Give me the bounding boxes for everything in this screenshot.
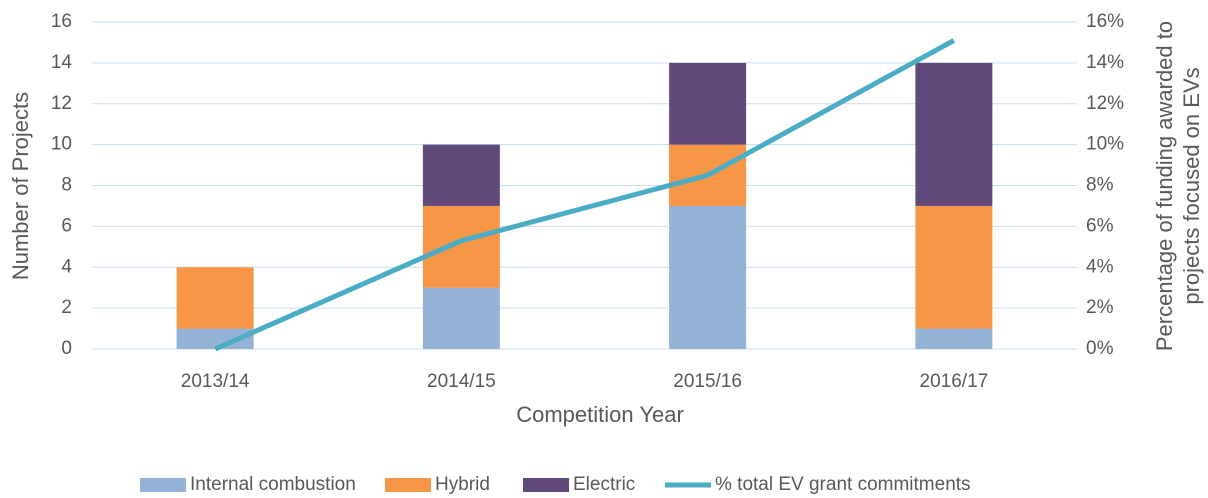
y2-tick-label: 8% [1086,175,1114,196]
bar-segment [176,328,254,349]
line-series [214,38,956,352]
y2-tick-label: 12% [1086,93,1124,114]
bar-segment [915,328,993,349]
legend-label: Electric [573,474,635,495]
bar-segment [669,205,747,349]
y-tick-label: 8 [61,175,72,196]
y2-tick-label: 16% [1086,11,1124,32]
y-tick-label: 6 [61,215,72,236]
x-tick-label: 2016/17 [920,371,989,392]
x-tick-label: 2014/15 [427,371,496,392]
legend-swatch [385,478,431,492]
legend-swatch [523,478,569,492]
legend-label: % total EV grant commitments [715,474,971,495]
bar-segment [422,287,500,349]
x-axis-title: Competition Year [516,402,684,427]
y-tick-label: 12 [51,93,72,114]
y2-tick-label: 4% [1086,256,1114,277]
y2-tick-label: 0% [1086,338,1114,359]
y-axis-title: Number of Projects [8,92,33,280]
legend-label: Hybrid [435,474,490,495]
y-tick-label: 14 [51,52,73,73]
y2-tick-label: 14% [1086,52,1124,73]
bar-segment [669,62,747,145]
legend-swatch [140,478,186,492]
y2-tick-label: 6% [1086,215,1114,236]
x-tick-label: 2013/14 [181,371,250,392]
y-tick-label: 10 [51,134,72,155]
legend-label: Internal combustion [190,474,356,495]
y2-axis-title: Percentage of funding awarded to [1152,21,1177,351]
y-tick-label: 4 [61,256,72,277]
y2-tick-label: 10% [1086,134,1124,155]
y-tick-label: 0 [61,338,72,359]
y-tick-label: 16 [51,11,72,32]
bar-segment [422,144,500,206]
bar-segment [915,205,993,329]
bar-segment [915,62,993,206]
bar-segment [176,267,254,329]
y2-tick-label: 2% [1086,297,1114,318]
bar-segment [422,205,500,288]
y2-axis-title: projects focused on EVs [1179,67,1204,304]
y-tick-label: 2 [61,297,72,318]
x-tick-label: 2015/16 [673,371,742,392]
